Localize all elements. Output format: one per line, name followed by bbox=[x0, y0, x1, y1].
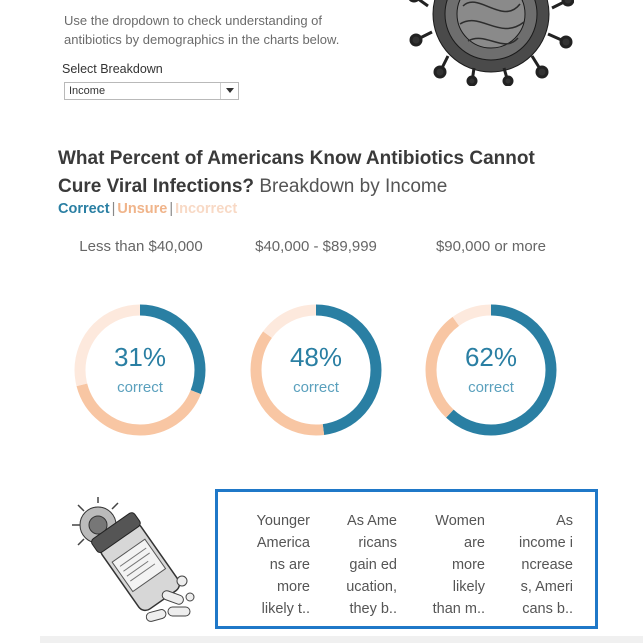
fact-line: As bbox=[556, 513, 573, 529]
fact-line: America bbox=[256, 535, 310, 551]
chevron-down-icon bbox=[226, 88, 234, 93]
title-bold-line2: Cure Viral Infections? bbox=[58, 176, 255, 197]
fact-line: gain ed bbox=[349, 557, 397, 573]
donut-label: correct bbox=[117, 379, 163, 396]
legend: Correct | Unsure | Incorrect bbox=[58, 201, 237, 217]
fact-line: ncrease bbox=[521, 557, 573, 573]
fact-line: likely bbox=[452, 579, 485, 595]
virus-illustration bbox=[408, 0, 575, 87]
title-bold-line1: What Percent of Americans Know Antibioti… bbox=[58, 148, 535, 169]
fact-line: than m.. bbox=[432, 601, 485, 617]
donut-segment-unsure[interactable] bbox=[250, 304, 382, 436]
donut-segment-incorrect[interactable] bbox=[425, 304, 557, 436]
legend-incorrect: Incorrect bbox=[175, 201, 238, 217]
donut-segment-unsure[interactable] bbox=[425, 304, 557, 436]
donut-chart[interactable]: 31% correct bbox=[70, 300, 210, 440]
legend-correct: Correct bbox=[58, 201, 110, 217]
fact-line: they b.. bbox=[349, 601, 397, 617]
fact-line: s, Ameri bbox=[520, 579, 573, 595]
donut-chart[interactable]: 48% correct bbox=[246, 300, 386, 440]
intro-line-2: antibiotics by demographics in the chart… bbox=[64, 32, 340, 47]
fact-line: ricans bbox=[358, 535, 397, 551]
donut-segment-unsure[interactable] bbox=[74, 304, 206, 436]
fact-line: are bbox=[464, 535, 485, 551]
bottom-scroll-strip bbox=[40, 636, 643, 643]
category-label: $90,000 or more bbox=[435, 238, 547, 255]
donut-chart[interactable]: 62% correct bbox=[421, 300, 561, 440]
fact-line: ucation, bbox=[346, 579, 397, 595]
donut-percent: 31% bbox=[113, 342, 167, 372]
breakdown-selected-value: Income bbox=[69, 85, 106, 97]
fact-education[interactable]: As Ame ricans gain ed ucation, they b.. bbox=[315, 510, 397, 620]
pill-bottle-illustration bbox=[70, 497, 200, 627]
donut-label: correct bbox=[468, 379, 514, 396]
fact-line: Women bbox=[435, 513, 485, 529]
legend-separator: | bbox=[111, 201, 116, 217]
fact-line: cans b.. bbox=[522, 601, 573, 617]
donut-percent: 48% bbox=[289, 342, 343, 372]
fact-line: income i bbox=[519, 535, 573, 551]
fact-income[interactable]: As income i ncrease s, Ameri cans b.. bbox=[491, 510, 573, 620]
fact-age[interactable]: Younger America ns are more likely t.. bbox=[228, 510, 311, 620]
legend-separator: | bbox=[169, 201, 174, 217]
fact-line: more bbox=[451, 557, 485, 573]
donut-segment-incorrect[interactable] bbox=[74, 304, 206, 436]
donut-ring bbox=[74, 304, 206, 436]
category-label: $40,000 - $89,999 bbox=[255, 238, 377, 255]
page-title: What Percent of Americans Know Antibioti… bbox=[58, 145, 598, 201]
breakdown-label: Select Breakdown bbox=[62, 62, 163, 76]
fact-line: likely t.. bbox=[261, 601, 310, 617]
intro-line-1: Use the dropdown to check understanding … bbox=[64, 13, 323, 28]
intro-text: Use the dropdown to check understanding … bbox=[64, 11, 384, 49]
donut-ring bbox=[425, 304, 557, 436]
donut-percent: 62% bbox=[464, 342, 518, 372]
fact-line: more bbox=[276, 579, 310, 595]
fact-gender[interactable]: Women are more likely than m.. bbox=[403, 510, 485, 620]
title-breakdown: Breakdown by Income bbox=[259, 176, 448, 197]
fact-line: ns are bbox=[269, 557, 310, 573]
dropdown-button[interactable] bbox=[220, 83, 238, 99]
fact-line: Younger bbox=[256, 513, 311, 529]
legend-unsure: Unsure bbox=[117, 201, 168, 217]
donut-segment-incorrect[interactable] bbox=[250, 304, 382, 436]
donut-label: correct bbox=[293, 379, 339, 396]
category-label: Less than $40,000 bbox=[79, 238, 203, 255]
facts-panel: Younger America ns are more likely t.. A… bbox=[215, 489, 598, 629]
breakdown-dropdown[interactable]: Income bbox=[64, 82, 239, 100]
donut-ring bbox=[250, 304, 382, 436]
fact-line: As Ame bbox=[347, 513, 397, 529]
